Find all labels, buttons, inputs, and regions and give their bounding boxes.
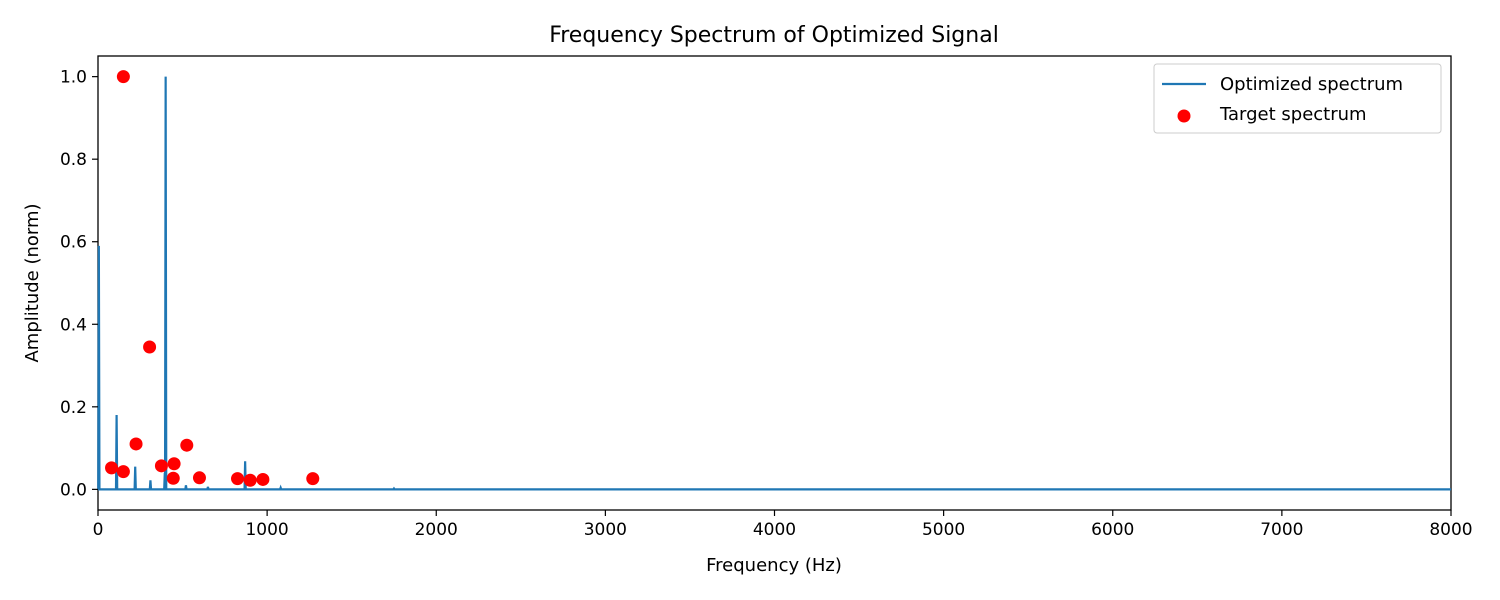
target-spectrum-point [166,471,180,485]
legend: Optimized spectrum Target spectrum [1153,63,1442,134]
legend-label-optimized: Optimized spectrum [1220,74,1403,95]
target-spectrum-point [256,472,270,486]
target-spectrum-point [180,438,194,452]
y-tick-label: 0.4 [60,315,87,335]
x-tick-label: 7000 [1260,520,1303,540]
x-tick-label: 2000 [415,520,458,540]
legend-label-target: Target spectrum [1219,104,1367,125]
target-spectrum-point [306,472,320,486]
target-spectrum-point [243,473,257,487]
x-tick-label: 6000 [1091,520,1134,540]
plot-area: 0 1000 2000 3000 4000 5000 6000 7000 8000 0.0 0.2… [60,55,1473,540]
target-spectrum-point [231,472,245,486]
optimized-spectrum-line [97,76,1451,491]
x-axis-label: Frequency (Hz) [706,555,842,576]
target-spectrum-point [116,465,130,479]
y-axis-label: Amplitude (norm) [22,203,43,362]
x-axis-ticks: 0 1000 2000 3000 4000 5000 6000 7000 8000 [93,510,1473,540]
target-spectrum-point [116,70,130,84]
y-tick-label: 0.2 [60,398,87,418]
legend-scatter-swatch [1177,109,1191,123]
y-tick-label: 1.0 [60,68,87,88]
target-spectrum-point [105,461,119,475]
x-tick-label: 8000 [1429,520,1472,540]
y-tick-label: 0.6 [60,233,87,253]
target-spectrum-point [129,437,143,451]
x-tick-label: 5000 [922,520,965,540]
chart-title: Frequency Spectrum of Optimized Signal [549,23,999,48]
target-spectrum-point [167,457,181,471]
x-tick-label: 4000 [753,520,796,540]
x-tick-label: 0 [93,520,104,540]
y-tick-label: 0.0 [60,480,87,500]
y-tick-label: 0.8 [60,150,87,170]
x-tick-label: 1000 [245,520,288,540]
x-tick-label: 3000 [584,520,627,540]
y-axis-ticks: 0.0 0.2 0.4 0.6 0.8 1.0 [60,68,98,500]
target-spectrum-point [154,459,168,473]
target-spectrum-point [192,471,206,485]
legend-box [1153,63,1442,134]
target-spectrum-point [143,340,157,354]
series-layer [97,70,1451,491]
